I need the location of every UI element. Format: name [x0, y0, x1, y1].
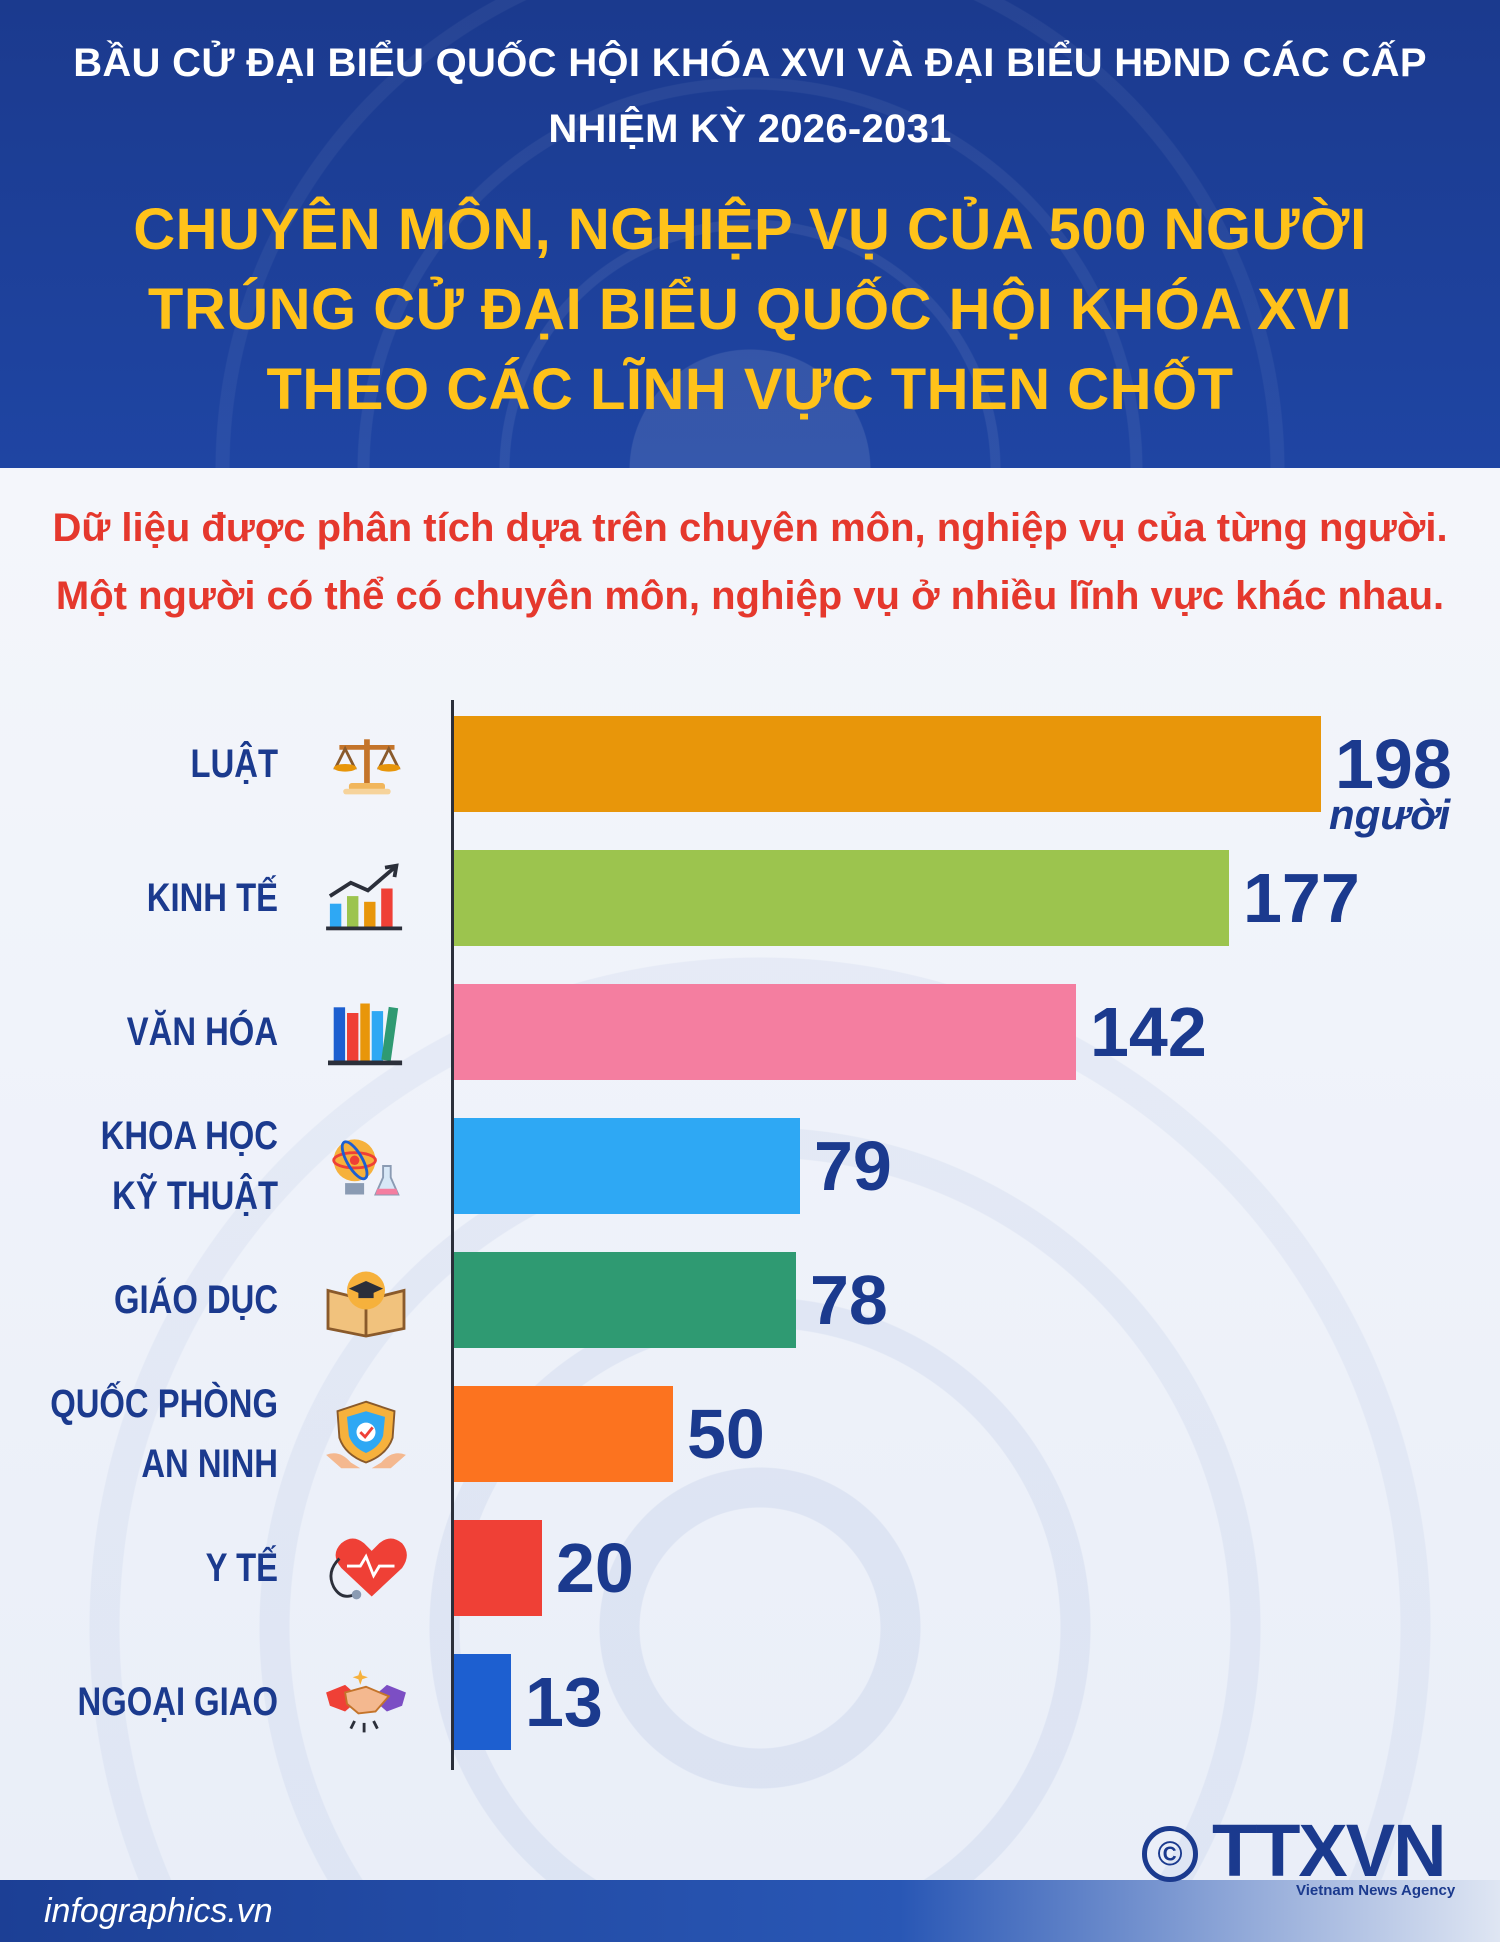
bar: [454, 1654, 511, 1750]
category-label: LUẬT: [65, 716, 278, 812]
bar: [454, 1252, 796, 1348]
data-label: 198: [1335, 725, 1452, 803]
chart-title: CHUYÊN MÔN, NGHIỆP VỤ CỦA 500 NGƯỜI TRÚN…: [0, 190, 1500, 430]
category-label-line: GIÁO DỤC: [114, 1278, 278, 1322]
chart-row: NGOẠI GIAO 13: [0, 1654, 1500, 1750]
chart-title-line-3: THEO CÁC LĨNH VỰC THEN CHỐT: [266, 357, 1234, 422]
copyright-icon: ©: [1142, 1826, 1198, 1882]
growth-chart-icon: [326, 863, 403, 931]
bar: [454, 850, 1229, 946]
bar: [454, 1520, 542, 1616]
site-url[interactable]: infographics.vn: [44, 1892, 273, 1930]
data-label: 177: [1243, 859, 1360, 937]
chart-row: GIÁO DỤC 78: [0, 1252, 1500, 1348]
brand-logo: TTXVN: [1212, 1809, 1447, 1892]
category-label: KINH TẾ: [65, 850, 278, 946]
chart-row: VĂN HÓA 142: [0, 984, 1500, 1080]
chart-row: Y TẾ 20: [0, 1520, 1500, 1616]
data-label: 50: [687, 1395, 765, 1473]
category-label-line: NGOẠI GIAO: [77, 1680, 279, 1724]
header-banner: BẦU CỬ ĐẠI BIỂU QUỐC HỘI KHÓA XVI VÀ ĐẠI…: [0, 0, 1500, 468]
category-label: GIÁO DỤC: [65, 1252, 278, 1348]
scales-icon: [333, 739, 401, 795]
data-label: 78: [810, 1261, 888, 1339]
event-title-line-2: NHIỆM KỲ 2026-2031: [548, 107, 952, 151]
books-icon: [328, 1003, 403, 1066]
category-label: Y TẾ: [65, 1520, 278, 1616]
category-label-line: KHOA HỌC: [100, 1114, 278, 1158]
chart-title-line-1: CHUYÊN MÔN, NGHIỆP VỤ CỦA 500 NGƯỜI: [133, 197, 1367, 262]
data-note-line-2: Một người có thể có chuyên môn, nghiệp v…: [55, 574, 1445, 618]
data-note-line-1: Dữ liệu được phân tích dựa trên chuyên m…: [52, 506, 1448, 550]
category-label: QUỐC PHÒNG AN NINH: [50, 1382, 278, 1486]
category-label-line: LUẬT: [190, 742, 278, 786]
bar: [454, 716, 1321, 812]
science-icon: [332, 1139, 400, 1196]
chart-title-line-2: TRÚNG CỬ ĐẠI BIỂU QUỐC HỘI KHÓA XVI: [147, 277, 1353, 342]
category-label-line: QUỐC PHÒNG: [50, 1382, 278, 1426]
brand-subtitle: Vietnam News Agency: [1296, 1882, 1456, 1899]
category-label: KHOA HỌC KỸ THUẬT: [65, 1114, 278, 1218]
event-title-line-1: BẦU CỬ ĐẠI BIỂU QUỐC HỘI KHÓA XVI VÀ ĐẠI…: [73, 41, 1427, 85]
data-label: 142: [1090, 993, 1207, 1071]
bar: [454, 1386, 673, 1482]
category-label-line: KINH TẾ: [146, 876, 278, 920]
education-book-icon: [326, 1271, 406, 1338]
shield-icon: [326, 1400, 406, 1469]
category-label: VĂN HÓA: [65, 984, 278, 1080]
bar: [454, 984, 1076, 1080]
data-label: 79: [814, 1127, 892, 1205]
category-label-line: KỸ THUẬT: [112, 1174, 278, 1218]
bar-chart: LUẬT 198 người KINH TẾ 177 VĂN HÓA 142 KHOA HỌC…: [0, 690, 1500, 1770]
event-title: BẦU CỬ ĐẠI BIỂU QUỐC HỘI KHÓA XVI VÀ ĐẠI…: [0, 30, 1500, 162]
chart-row: KHOA HỌC KỸ THUẬT 79: [0, 1114, 1500, 1218]
category-axis-line: [451, 700, 454, 1770]
data-label: 13: [525, 1663, 603, 1741]
chart-row: LUẬT 198 người: [0, 716, 1500, 838]
unit-label: người: [1329, 791, 1451, 838]
category-label-line: Y TẾ: [205, 1546, 278, 1590]
data-note: Dữ liệu được phân tích dựa trên chuyên m…: [0, 494, 1500, 630]
chart-row: KINH TẾ 177: [0, 850, 1500, 946]
heart-stethoscope-icon: [329, 1538, 407, 1600]
category-label-line: VĂN HÓA: [126, 1010, 278, 1054]
bar: [454, 1118, 800, 1214]
data-label: 20: [556, 1529, 634, 1607]
footer-bar: [0, 1880, 1500, 1942]
category-label-line: AN NINH: [141, 1442, 278, 1486]
chart-row: QUỐC PHÒNG AN NINH 50: [0, 1382, 1500, 1486]
handshake-icon: [326, 1669, 406, 1733]
category-label: NGOẠI GIAO: [65, 1654, 278, 1750]
